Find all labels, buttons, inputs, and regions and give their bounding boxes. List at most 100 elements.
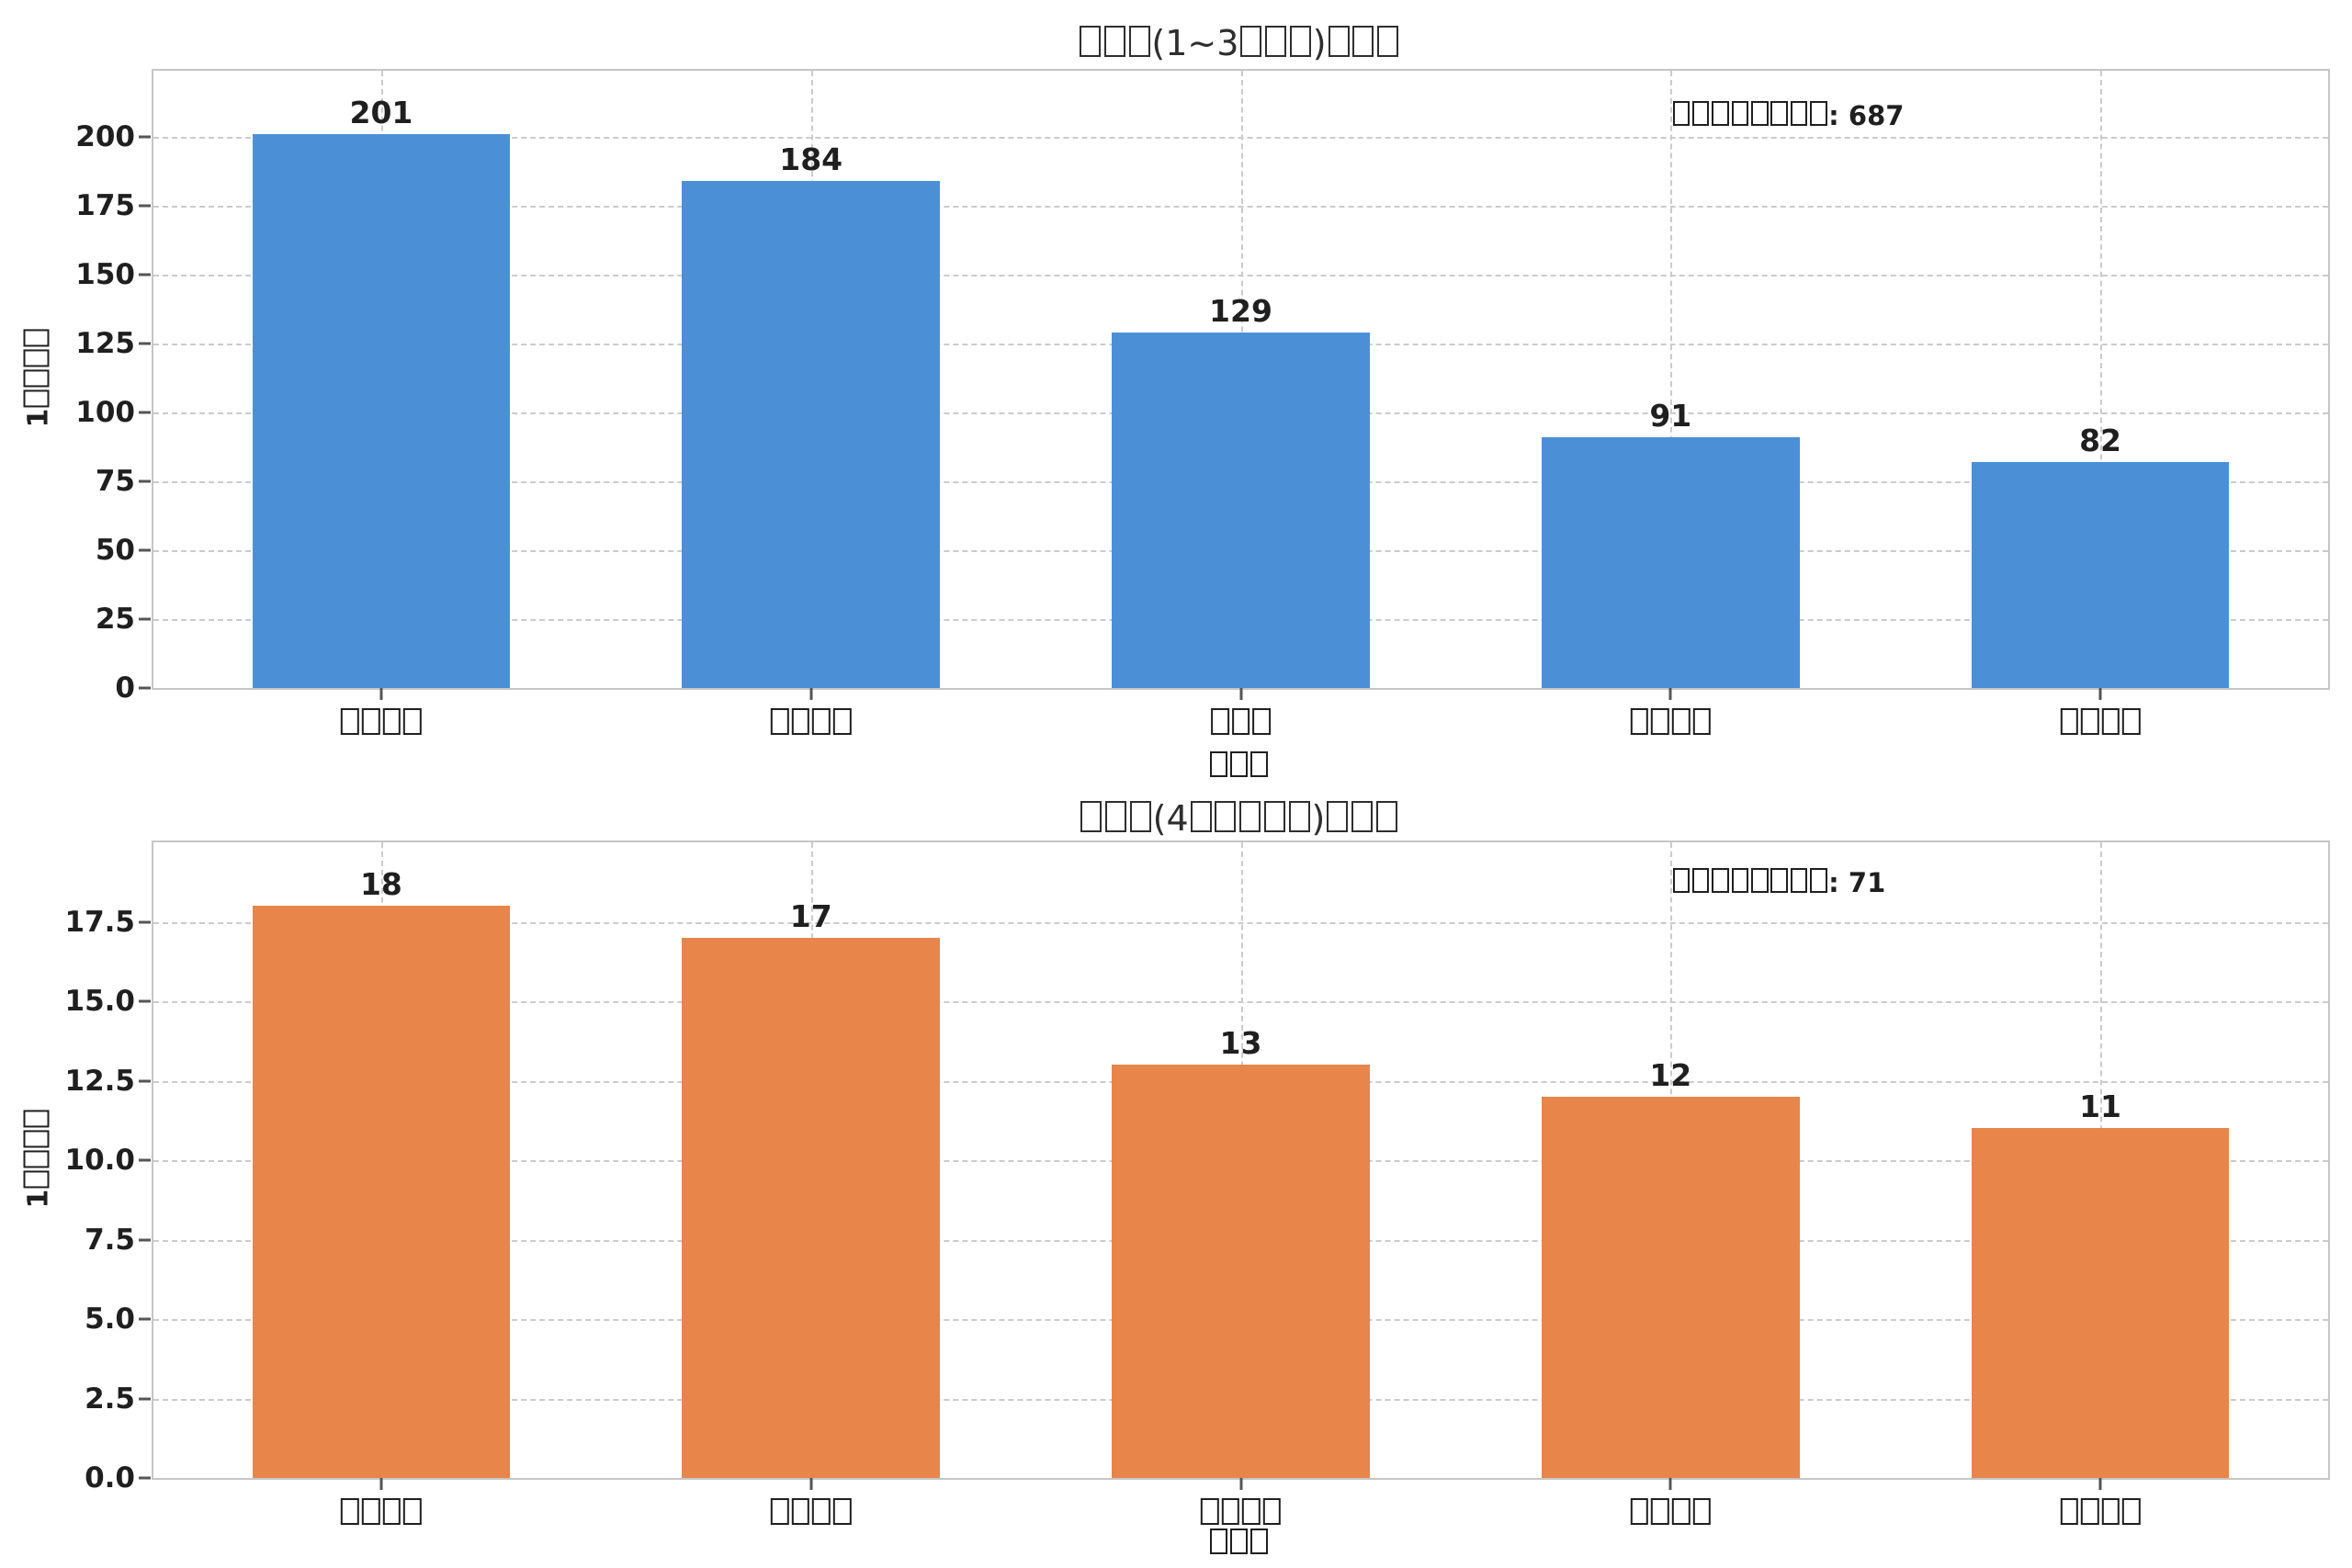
missing-glyph-box: [1351, 801, 1374, 832]
x-axis-label: [152, 1528, 2326, 1561]
bar-value-label: 82: [2079, 423, 2122, 458]
missing-glyph-box: [403, 707, 422, 735]
missing-glyph-box: [1731, 868, 1749, 894]
missing-glyph-box: [1230, 1528, 1248, 1554]
y-tick-mark: [139, 1397, 151, 1400]
missing-glyph-box: [1691, 101, 1710, 127]
missing-glyph-box: [1230, 750, 1248, 777]
missing-glyph-box: [1289, 26, 1311, 57]
missing-glyph-box: [832, 707, 852, 735]
missing-glyph-box: [1751, 868, 1769, 894]
y-tick-label: 175: [75, 189, 135, 222]
x-tick-mark: [1239, 688, 1242, 700]
x-tick-label: [2059, 1497, 2142, 1530]
missing-glyph-box: [382, 707, 401, 735]
gridline-horizontal: [153, 921, 2328, 924]
missing-glyph-box: [1712, 101, 1729, 127]
bar: [1971, 462, 2230, 688]
x-tick-label: [770, 1497, 853, 1530]
missing-glyph-box: [1221, 1497, 1239, 1525]
gridline-vertical: [2100, 842, 2103, 1478]
missing-glyph-box: [1129, 801, 1151, 832]
y-tick-mark: [139, 617, 151, 621]
gridline-vertical: [810, 842, 813, 1478]
gridline-vertical: [1240, 842, 1243, 1478]
gridline-horizontal: [153, 1080, 2328, 1083]
missing-glyph-box: [1080, 801, 1102, 832]
bar-value-label: 201: [349, 95, 413, 130]
gridline-horizontal: [153, 275, 2328, 276]
missing-glyph-box: [2060, 1497, 2078, 1525]
gridline-vertical: [1670, 71, 1673, 688]
missing-glyph-box: [1252, 707, 1271, 735]
x-tick-mark: [379, 688, 383, 700]
gridline-horizontal: [153, 206, 2328, 208]
missing-glyph-box: [1691, 868, 1710, 894]
gridline-horizontal: [153, 344, 2328, 345]
y-tick-label: 10.0: [64, 1144, 136, 1177]
missing-glyph-box: [1712, 868, 1729, 894]
missing-glyph-box: [403, 1497, 422, 1525]
y-tick-label: 2.5: [85, 1382, 135, 1416]
y-tick-mark: [139, 1158, 151, 1162]
missing-glyph-box: [1210, 1528, 1227, 1554]
missing-glyph-box: [1327, 801, 1349, 832]
y-tick-label: 15.0: [64, 985, 136, 1018]
gridline-horizontal: [153, 1319, 2328, 1321]
y-tick-label: 200: [75, 120, 135, 153]
gridline-vertical: [2100, 71, 2103, 688]
y-tick-mark: [139, 273, 151, 276]
missing-glyph-box: [771, 1497, 789, 1525]
bar: [682, 181, 941, 688]
y-axis-label: 1: [23, 1109, 55, 1208]
missing-glyph-box: [1103, 26, 1125, 57]
bar: [1541, 1096, 1800, 1478]
x-tick-label: [1210, 707, 1272, 740]
y-tick-label: 7.5: [85, 1223, 135, 1257]
missing-glyph-box: [1328, 26, 1350, 57]
missing-glyph-box: [23, 369, 49, 388]
x-tick-label: [340, 1497, 423, 1530]
missing-glyph-box: [1672, 101, 1690, 127]
y-tick-mark: [139, 411, 151, 414]
missing-glyph-box: [1079, 26, 1101, 57]
missing-glyph-box: [23, 1110, 49, 1128]
x-tick-mark: [809, 1478, 813, 1490]
missing-glyph-box: [23, 349, 49, 367]
missing-glyph-box: [1630, 1497, 1649, 1525]
missing-glyph-box: [1210, 750, 1227, 777]
gridline-horizontal: [153, 481, 2328, 483]
x-tick-mark: [1239, 1478, 1242, 1490]
y-tick-label: 100: [75, 396, 135, 429]
missing-glyph-box: [1262, 1497, 1282, 1525]
missing-glyph-box: [1671, 1497, 1690, 1525]
missing-glyph-box: [1692, 1497, 1711, 1525]
missing-glyph-box: [1810, 101, 1827, 127]
missing-glyph-box: [812, 707, 831, 735]
missing-glyph-box: [1375, 801, 1397, 832]
gridline-vertical: [1240, 71, 1243, 688]
bar-value-label: 17: [789, 897, 832, 934]
missing-glyph-box: [1104, 801, 1126, 832]
missing-glyph-box: [1190, 801, 1212, 832]
y-tick-mark: [139, 204, 151, 208]
bar-value-label: 12: [1649, 1056, 1692, 1093]
missing-glyph-box: [1671, 707, 1690, 735]
missing-glyph-box: [1672, 868, 1690, 894]
x-tick-label: [1629, 1497, 1712, 1530]
bar: [1541, 437, 1800, 688]
total-annotation: : 687: [1671, 100, 1904, 131]
missing-glyph-box: [1231, 707, 1250, 735]
bar: [682, 937, 941, 1478]
y-tick-mark: [139, 1476, 151, 1480]
missing-glyph-box: [361, 1497, 380, 1525]
bar: [1112, 1065, 1370, 1478]
y-tick-label: 17.5: [64, 905, 136, 939]
bar: [252, 906, 511, 1478]
missing-glyph-box: [23, 329, 49, 347]
missing-glyph-box: [812, 1497, 831, 1525]
gridline-horizontal: [153, 412, 2328, 414]
